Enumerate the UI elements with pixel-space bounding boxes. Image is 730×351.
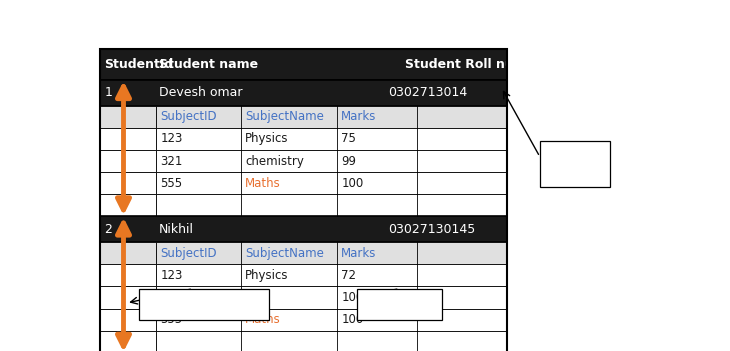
Text: 72: 72 <box>342 269 356 282</box>
Bar <box>156 194 507 217</box>
Text: 2: 2 <box>104 223 112 236</box>
Text: Physics: Physics <box>245 269 288 282</box>
Text: SubjectName: SubjectName <box>245 110 324 123</box>
Bar <box>156 331 507 351</box>
Bar <box>100 128 156 150</box>
Text: Maths: Maths <box>245 313 281 326</box>
Bar <box>100 172 156 194</box>
Text: Maths: Maths <box>245 177 281 190</box>
Text: 100: 100 <box>342 177 364 190</box>
Bar <box>156 309 507 331</box>
Text: 321: 321 <box>161 291 182 304</box>
Text: Devesh omar: Devesh omar <box>159 86 242 99</box>
Text: 99: 99 <box>342 154 356 167</box>
Bar <box>100 150 156 172</box>
Text: 100: 100 <box>342 291 364 304</box>
Bar <box>139 289 269 320</box>
Text: 123: 123 <box>161 269 182 282</box>
Text: chemistry: chemistry <box>245 154 304 167</box>
Text: Marks: Marks <box>342 247 377 260</box>
Text: 123: 123 <box>161 132 182 145</box>
Bar <box>100 49 507 351</box>
Bar <box>357 289 442 320</box>
Bar <box>156 242 507 264</box>
Bar <box>100 286 156 309</box>
Bar <box>100 217 507 242</box>
Bar <box>156 286 507 309</box>
Text: StudentId: StudentId <box>104 58 174 71</box>
Bar <box>156 264 507 286</box>
Text: 1: 1 <box>104 86 112 99</box>
Text: 555: 555 <box>161 313 182 326</box>
Text: 100: 100 <box>342 313 364 326</box>
Text: 321: 321 <box>161 154 182 167</box>
Text: Marks: Marks <box>342 110 377 123</box>
Text: Expandable Row: Expandable Row <box>155 298 253 311</box>
Text: SubjectName: SubjectName <box>245 247 324 260</box>
Text: SubjectID: SubjectID <box>161 247 217 260</box>
Text: Nikhil: Nikhil <box>159 223 194 236</box>
Text: Student name: Student name <box>159 58 258 71</box>
Bar <box>156 106 507 128</box>
Text: SubjectID: SubjectID <box>161 110 217 123</box>
Bar <box>100 242 156 264</box>
Bar <box>156 172 507 194</box>
Bar <box>100 80 507 106</box>
Text: Student Roll number: Student Roll number <box>405 58 550 71</box>
Text: 555: 555 <box>161 177 182 190</box>
Text: Physics: Physics <box>245 132 288 145</box>
Text: 0302713014: 0302713014 <box>388 86 467 99</box>
Bar <box>100 264 156 286</box>
Bar <box>156 128 507 150</box>
Bar <box>100 106 156 128</box>
Text: 75: 75 <box>342 132 356 145</box>
Bar <box>156 150 507 172</box>
Bar <box>100 309 156 331</box>
Bar <box>540 141 610 187</box>
Text: Child Row: Child Row <box>371 298 429 311</box>
Text: 03027130145: 03027130145 <box>388 223 475 236</box>
Text: Master
Row: Master Row <box>555 150 595 178</box>
Bar <box>100 331 156 351</box>
Text: C#: C# <box>245 291 264 304</box>
Bar <box>100 49 507 80</box>
Bar <box>100 194 156 217</box>
